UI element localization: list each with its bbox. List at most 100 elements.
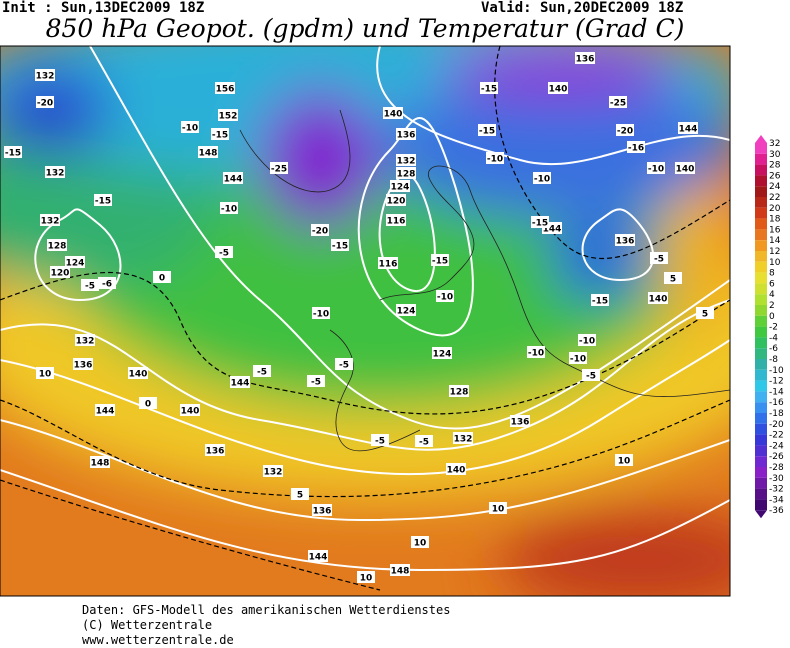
colorbar-swatch bbox=[755, 218, 767, 230]
contour-label: -5 bbox=[419, 438, 429, 448]
label-box bbox=[215, 246, 233, 258]
contour-label: 128 bbox=[48, 242, 67, 252]
contour-label: -16 bbox=[628, 144, 644, 154]
label-box bbox=[263, 465, 283, 477]
label-box bbox=[390, 180, 410, 192]
colorbar-swatch bbox=[755, 477, 767, 489]
label-box bbox=[47, 239, 67, 251]
colorbar-swatch bbox=[755, 229, 767, 241]
contour-label: -6 bbox=[102, 280, 112, 290]
label-box bbox=[378, 257, 398, 269]
contour-label: 140 bbox=[649, 295, 668, 305]
colorbar-swatch bbox=[755, 445, 767, 457]
contour-label: 132 bbox=[41, 217, 60, 227]
footer-line: (C) Wetterzentrale bbox=[82, 618, 213, 632]
label-box bbox=[307, 375, 325, 387]
label-box bbox=[4, 146, 22, 158]
label-box bbox=[153, 271, 171, 283]
colorbar-label: -16 bbox=[769, 398, 784, 408]
colorbar-label: 10 bbox=[769, 258, 781, 268]
label-box bbox=[446, 463, 466, 475]
colorbar-label: 16 bbox=[769, 225, 781, 235]
colorbar-label: -14 bbox=[769, 387, 784, 397]
label-box bbox=[181, 121, 199, 133]
colorbar-label: -8 bbox=[769, 355, 778, 365]
colorbar-swatch bbox=[755, 488, 767, 500]
label-box bbox=[578, 334, 596, 346]
colorbar-label: -10 bbox=[769, 366, 784, 376]
label-box bbox=[357, 571, 375, 583]
contour-label: 140 bbox=[447, 466, 466, 476]
contour-label: -10 bbox=[487, 155, 503, 165]
colorbar-label: 14 bbox=[769, 236, 781, 246]
contour-label: 148 bbox=[91, 459, 110, 469]
valid-time: Valid: Sun,20DEC2009 18Z bbox=[481, 0, 684, 16]
contour-label: 140 bbox=[384, 110, 403, 120]
contour-label: 136 bbox=[616, 237, 635, 247]
colorbar-swatch bbox=[755, 251, 767, 262]
label-box bbox=[548, 82, 568, 94]
colorbar-label: -26 bbox=[769, 452, 784, 462]
contour-label: 144 bbox=[679, 125, 698, 135]
contour-label: 136 bbox=[206, 447, 225, 457]
contour-label: 144 bbox=[96, 407, 115, 417]
label-box bbox=[81, 279, 99, 291]
label-box bbox=[390, 564, 410, 576]
contour-label: 136 bbox=[576, 55, 595, 65]
contour-label: 5 bbox=[670, 275, 676, 285]
colorbar-swatch bbox=[755, 164, 767, 176]
contour-label: -10 bbox=[313, 310, 329, 320]
contour-label: -20 bbox=[37, 99, 53, 109]
contour-label: 10 bbox=[39, 370, 52, 380]
label-box bbox=[218, 109, 238, 121]
footer: Daten: GFS-Modell des amerikanischen Wet… bbox=[82, 603, 450, 648]
colorbar-swatch bbox=[755, 413, 767, 424]
contour-label: 132 bbox=[264, 468, 283, 478]
contour-label: 128 bbox=[450, 388, 469, 398]
label-box bbox=[436, 290, 454, 302]
contour-label: -20 bbox=[312, 227, 328, 237]
contour-label: 10 bbox=[492, 505, 505, 515]
contour-label: 120 bbox=[387, 197, 406, 207]
contour-label: 124 bbox=[433, 350, 452, 360]
contour-label: -15 bbox=[592, 297, 608, 307]
label-box bbox=[616, 124, 634, 136]
label-box bbox=[615, 454, 633, 466]
label-box bbox=[75, 334, 95, 346]
colorbar-swatch bbox=[755, 326, 767, 338]
contour-label: -15 bbox=[479, 127, 495, 137]
colorbar-label: -2 bbox=[769, 323, 778, 333]
contour-label: -5 bbox=[586, 372, 596, 382]
colorbar-swatch bbox=[755, 240, 767, 251]
contour-label: -15 bbox=[481, 85, 497, 95]
contour-label: 140 bbox=[549, 85, 568, 95]
contour-label: -10 bbox=[437, 293, 453, 303]
contour-label: -5 bbox=[219, 249, 229, 259]
contour-label: -10 bbox=[579, 337, 595, 347]
colorbar-label: -20 bbox=[769, 420, 784, 430]
label-box bbox=[128, 367, 148, 379]
contour-label: -10 bbox=[182, 124, 198, 134]
colorbar-label: -34 bbox=[769, 495, 784, 505]
label-box bbox=[696, 307, 714, 319]
contour-label: 136 bbox=[511, 418, 530, 428]
label-box bbox=[139, 397, 157, 409]
colorbar-label: -12 bbox=[769, 377, 784, 387]
label-box bbox=[36, 96, 54, 108]
label-box bbox=[50, 266, 70, 278]
label-box bbox=[609, 96, 627, 108]
colorbar-swatch bbox=[755, 283, 767, 295]
label-box bbox=[486, 152, 504, 164]
label-box bbox=[678, 122, 698, 134]
contour-label: 132 bbox=[36, 72, 55, 82]
label-box bbox=[582, 369, 600, 381]
label-box bbox=[211, 128, 229, 140]
label-box bbox=[180, 404, 200, 416]
map-labels: 1321561521481441401361321281241201161161… bbox=[4, 52, 714, 584]
contour-label: -5 bbox=[311, 378, 321, 388]
label-box bbox=[308, 550, 328, 562]
contour-label: 120 bbox=[51, 269, 70, 279]
label-box bbox=[65, 256, 85, 268]
contour-label: -5 bbox=[85, 282, 95, 292]
contour-label: 140 bbox=[181, 407, 200, 417]
